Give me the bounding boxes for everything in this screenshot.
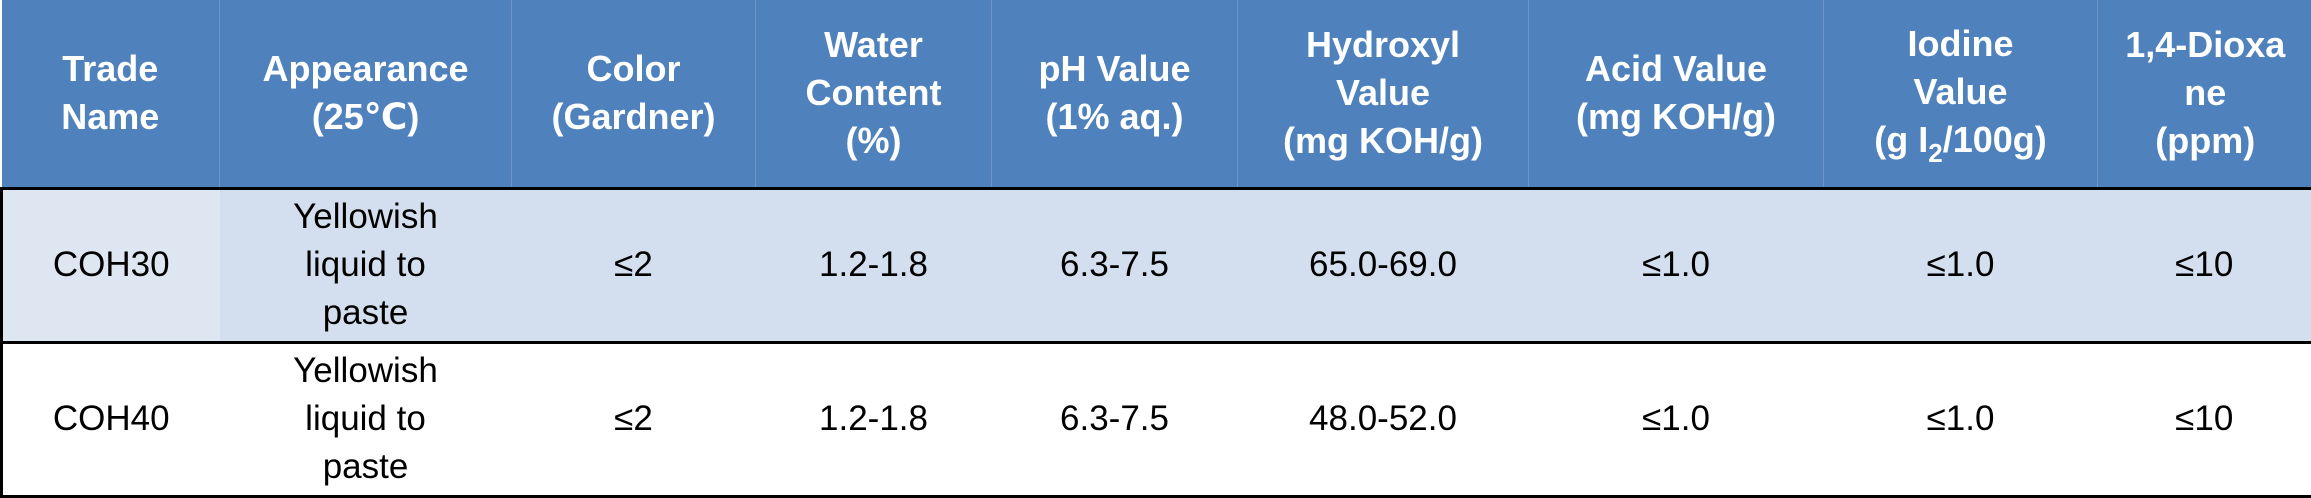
header-hydroxyl-value: Hydroxyl Value (mg KOH/g) (1238, 0, 1529, 188)
table-header: Trade Name Appearance (25℃) Color (Gardn… (2, 0, 2311, 188)
cell-iodine-value: ≤1.0 (1824, 188, 2098, 342)
header-acid-value: Acid Value (mg KOH/g) (1529, 0, 1824, 188)
header-appearance: Appearance (25℃) (220, 0, 512, 188)
header-row: Trade Name Appearance (25℃) Color (Gardn… (2, 0, 2311, 188)
header-iodine-value: Iodine Value (g I2/100g) (1824, 0, 2098, 188)
cell-trade-name: COH30 (2, 188, 220, 342)
iodine-unit: (g I2/100g) (1830, 116, 2091, 167)
header-ph-value: pH Value (1% aq.) (992, 0, 1238, 188)
cell-appearance: Yellowish liquid to paste (220, 342, 512, 496)
table-row: COH30 Yellowish liquid to paste ≤2 1.2-1… (2, 188, 2311, 342)
cell-hydroxyl-value: 48.0-52.0 (1238, 342, 1529, 496)
cell-acid-value: ≤1.0 (1529, 342, 1824, 496)
cell-ph-value: 6.3-7.5 (992, 188, 1238, 342)
cell-water-content: 1.2-1.8 (756, 342, 992, 496)
header-dioxane: 1,4-Dioxa ne (ppm) (2098, 0, 2311, 188)
cell-appearance: Yellowish liquid to paste (220, 188, 512, 342)
cell-iodine-value: ≤1.0 (1824, 342, 2098, 496)
cell-color: ≤2 (512, 188, 756, 342)
cell-dioxane: ≤10 (2098, 188, 2311, 342)
cell-hydroxyl-value: 65.0-69.0 (1238, 188, 1529, 342)
cell-dioxane: ≤10 (2098, 342, 2311, 496)
table-body: COH30 Yellowish liquid to paste ≤2 1.2-1… (2, 188, 2311, 496)
table-row: COH40 Yellowish liquid to paste ≤2 1.2-1… (2, 342, 2311, 496)
cell-water-content: 1.2-1.8 (756, 188, 992, 342)
cell-color: ≤2 (512, 342, 756, 496)
header-water-content: Water Content (%) (756, 0, 992, 188)
header-color: Color (Gardner) (512, 0, 756, 188)
cell-acid-value: ≤1.0 (1529, 188, 1824, 342)
header-trade-name: Trade Name (2, 0, 220, 188)
cell-ph-value: 6.3-7.5 (992, 342, 1238, 496)
cell-trade-name: COH40 (2, 342, 220, 496)
